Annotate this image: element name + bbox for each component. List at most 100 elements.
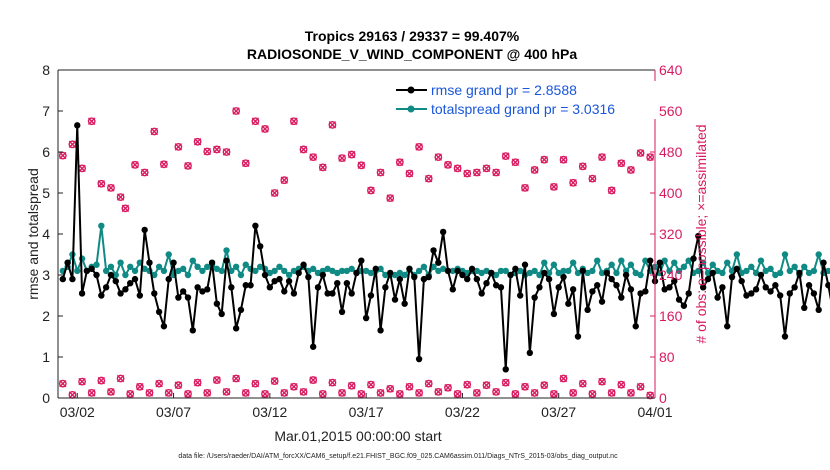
- obs-count-possible-point: [492, 168, 501, 177]
- rmse-point: [300, 261, 307, 268]
- obs-count-possible-point: [386, 194, 395, 203]
- rmse-point: [545, 275, 553, 283]
- totalspread-point: [613, 269, 620, 277]
- obs-possible-marker: [241, 159, 250, 168]
- obs-assimilated-marker: [270, 189, 279, 197]
- totalspread-point: [637, 271, 644, 279]
- totalspread-point: [772, 271, 779, 279]
- totalspread-point: [228, 267, 235, 275]
- obs-possible-marker: [578, 379, 587, 388]
- obs-count-assimilated-point: [164, 388, 173, 397]
- totalspread-point: [752, 269, 760, 277]
- obs-assimilated-marker: [290, 117, 298, 125]
- rmse-point: [786, 290, 794, 297]
- obs-possible-marker: [627, 166, 635, 174]
- obs-count-possible-point: [338, 154, 346, 163]
- obs-assimilated-marker: [59, 379, 67, 388]
- obs-possible-marker: [318, 389, 327, 398]
- totalspread-point: [748, 263, 755, 270]
- rmse-point: [791, 284, 798, 291]
- obs-count-assimilated-point: [299, 387, 308, 396]
- obs-assimilated-marker: [376, 389, 385, 397]
- obs-assimilated-marker: [646, 153, 654, 161]
- rmse-point: [666, 284, 673, 291]
- obs-count-assimilated-point: [530, 388, 539, 397]
- obs-count-possible-point: [627, 166, 635, 174]
- rmse-point: [228, 284, 235, 291]
- totalspread-point: [281, 267, 288, 275]
- obs-assimilated-marker: [617, 380, 625, 389]
- totalspread-point: [117, 259, 124, 266]
- obs-count-possible-point: [463, 169, 472, 178]
- obs-possible-marker: [222, 148, 231, 156]
- obs-count-possible-point: [328, 120, 337, 129]
- rmse-point: [329, 290, 336, 297]
- y-right-tick-label: 80: [659, 349, 675, 365]
- obs-possible-marker: [588, 389, 597, 398]
- obs-possible-marker: [280, 176, 289, 185]
- obs-assimilated-marker: [160, 160, 168, 168]
- rmse-point: [632, 323, 639, 330]
- obs-count-assimilated-point: [78, 377, 86, 386]
- obs-assimilated-marker: [150, 127, 158, 136]
- rmse-point: [348, 290, 355, 297]
- totalspread-point: [334, 269, 341, 277]
- y-right-tick-label: 160: [659, 308, 683, 324]
- obs-count-assimilated-point: [116, 374, 125, 383]
- rmse-point: [59, 275, 67, 283]
- totalspread-point: [199, 267, 206, 275]
- totalspread-point: [786, 267, 794, 275]
- obs-count-possible-point: [530, 166, 539, 174]
- y-tick-label: 1: [42, 349, 50, 365]
- obs-count-assimilated-point: [569, 388, 578, 397]
- obs-count-possible-point: [347, 150, 356, 159]
- obs-assimilated-marker: [242, 389, 250, 397]
- obs-count-assimilated-point: [87, 388, 96, 397]
- totalspread-point: [391, 271, 399, 279]
- obs-possible-marker: [463, 380, 472, 389]
- rmse-point: [613, 282, 620, 289]
- rmse-point: [492, 282, 500, 289]
- obs-assimilated-marker: [174, 381, 183, 389]
- obs-possible-marker: [184, 161, 192, 170]
- obs-possible-marker: [424, 379, 433, 388]
- obs-possible-marker: [116, 374, 125, 383]
- obs-assimilated-marker: [530, 389, 539, 397]
- obs-possible-marker: [121, 204, 130, 213]
- totalspread-point: [492, 271, 500, 279]
- obs-count-assimilated-point: [627, 388, 635, 397]
- rmse-point: [550, 310, 558, 318]
- obs-assimilated-marker: [290, 383, 298, 391]
- obs-possible-marker: [598, 377, 606, 386]
- obs-possible-marker: [87, 117, 96, 126]
- obs-count-possible-point: [501, 152, 510, 161]
- rmse-point: [107, 271, 115, 279]
- obs-possible-marker: [155, 379, 164, 388]
- rmse-point: [223, 257, 230, 264]
- totalspread-point: [473, 267, 481, 275]
- totalspread-point: [343, 267, 351, 275]
- obs-count-possible-point: [636, 149, 645, 157]
- obs-count-assimilated-point: [607, 388, 616, 397]
- obs-possible-marker: [58, 379, 67, 388]
- obs-assimilated-marker: [184, 162, 192, 170]
- rmse-point: [353, 269, 360, 277]
- obs-assimilated-marker: [97, 376, 106, 385]
- rmse-point: [695, 232, 702, 240]
- obs-count-possible-point: [453, 164, 462, 173]
- obs-assimilated-marker: [636, 383, 645, 391]
- obs-possible-marker: [646, 153, 655, 162]
- obs-possible-marker: [270, 377, 279, 385]
- obs-assimilated-marker: [126, 390, 134, 398]
- rmse-point: [497, 284, 505, 291]
- totalspread-point: [685, 257, 692, 264]
- obs-assimilated-marker: [347, 382, 356, 390]
- rmse-point: [285, 277, 293, 285]
- rmse-point: [752, 286, 760, 293]
- obs-count-assimilated-point: [357, 389, 366, 398]
- totalspread-point: [252, 267, 259, 275]
- obs-assimilated-marker: [367, 380, 375, 389]
- obs-count-assimilated-point: [376, 388, 385, 397]
- totalspread-point: [714, 267, 721, 275]
